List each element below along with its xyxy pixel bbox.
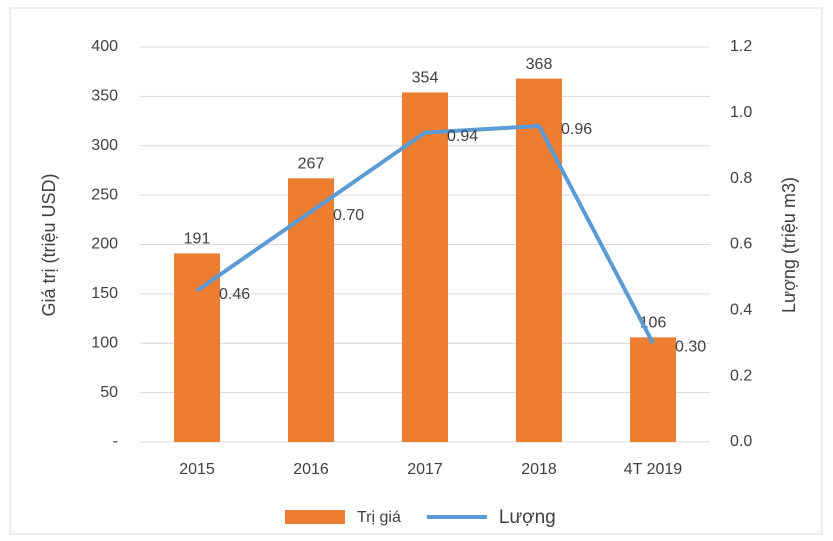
y2-axis-title: Lượng (triệu m3)	[779, 177, 799, 313]
x-tick-label: 2018	[521, 461, 557, 478]
legend-label: Trị giá	[357, 509, 401, 526]
bar	[288, 178, 334, 442]
line-value-label: 0.70	[333, 207, 364, 224]
y2-tick-label: 0.4	[730, 302, 752, 319]
line-value-label: 0.46	[219, 286, 250, 303]
y-tick-label: 400	[91, 38, 118, 55]
y-tick-label: 350	[91, 88, 118, 105]
bar-value-label: 191	[184, 231, 211, 248]
x-tick-label: 2017	[407, 461, 443, 478]
line-value-label: 0.30	[675, 338, 706, 355]
y-tick-label: 150	[91, 285, 118, 302]
bar-value-label: 267	[298, 156, 325, 173]
y2-tick-label: 1.0	[730, 104, 752, 121]
legend-label: Lượng	[499, 507, 556, 528]
line	[195, 124, 655, 345]
y-tick-label: 300	[91, 137, 118, 154]
bar-value-label: 368	[526, 56, 553, 73]
y-tick-label: 50	[100, 384, 118, 401]
y-tick-label: 100	[91, 334, 118, 351]
x-tick-label: 4T 2019	[624, 461, 683, 478]
line-value-label: 0.96	[561, 121, 592, 138]
y-tick-label: 250	[91, 186, 118, 203]
y-axis-title: Giá trị (triệu USD)	[39, 173, 59, 316]
legend-swatch	[285, 510, 345, 524]
x-tick-label: 2016	[293, 461, 329, 478]
bar	[516, 78, 562, 442]
y2-tick-label: 0.8	[730, 170, 752, 187]
y-tick-label: -	[113, 433, 118, 450]
y2-tick-label: 1.2	[730, 38, 752, 55]
bar	[402, 92, 448, 443]
y-tick-label: 200	[91, 236, 118, 253]
bar	[174, 253, 220, 442]
bar	[630, 337, 676, 442]
line-value-label: 0.94	[447, 128, 478, 145]
y2-tick-label: 0.0	[730, 433, 752, 450]
y2-tick-label: 0.2	[730, 367, 752, 384]
y2-tick-label: 0.6	[730, 236, 752, 253]
bar-value-label: 354	[412, 70, 439, 87]
x-tick-label: 2015	[179, 461, 215, 478]
